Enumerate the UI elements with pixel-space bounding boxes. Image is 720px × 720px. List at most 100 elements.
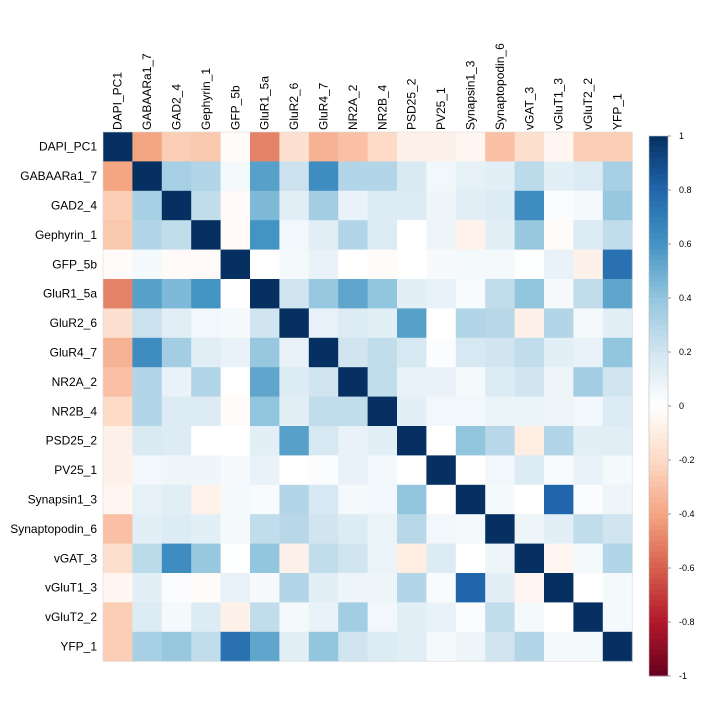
heatmap-cell [455,455,486,486]
heatmap-cell [455,631,486,662]
heatmap-cell [103,337,133,368]
heatmap-cell [220,308,251,339]
heatmap-cell [514,279,545,309]
heatmap-cell [308,573,339,603]
column-label: PSD25_2 [405,78,419,130]
heatmap-cell [455,602,486,633]
heatmap-cell [161,543,192,574]
heatmap-cell [397,484,427,515]
heatmap-cell [279,514,310,545]
heatmap-cell [485,220,516,251]
heatmap-cell [514,132,545,162]
heatmap-cell [367,602,398,633]
heatmap-cell [397,543,427,574]
colorbar-segment [649,352,668,358]
heatmap-cell [103,279,133,309]
heatmap-cell [191,543,222,574]
heatmap-cell [279,337,310,368]
colorbar-tick-label: -0.8 [679,617,695,627]
heatmap-cell [220,426,251,456]
heatmap-cell [132,426,163,456]
heatmap-cell [220,631,251,662]
colorbar-tick-label: 0.8 [679,185,692,195]
heatmap-cell [132,396,163,427]
colorbar-segment [649,654,668,661]
colorbar-segment [649,152,668,158]
heatmap-cell [573,514,604,545]
heatmap-cell [220,161,251,192]
heatmap-cell [573,279,604,309]
heatmap-cell [103,631,133,662]
heatmap-cell [367,308,398,339]
colorbar-segment [649,184,668,191]
colorbar-segment [649,589,668,596]
heatmap-cell [544,543,574,574]
heatmap-cell [602,132,633,162]
heatmap-cells [102,131,633,662]
heatmap-cell [279,308,310,339]
heatmap-cell [573,396,604,427]
colorbar-segment [649,195,668,202]
heatmap-cell [132,249,163,280]
column-label: Synapsin1_3 [464,60,478,130]
colorbar-segment [649,400,668,407]
row-label: GluR1_5a [43,287,97,301]
colorbar-segment [649,557,668,563]
heatmap-cell [308,190,339,221]
heatmap-cell [338,396,369,427]
heatmap-cell [514,631,545,662]
heatmap-cell [573,484,604,515]
heatmap-cell [220,249,251,280]
colorbar-segment [649,211,668,218]
heatmap-cell [455,426,486,456]
heatmap-cell [367,337,398,368]
heatmap-cell [338,308,369,339]
colorbar-segment [649,433,668,439]
heatmap-cell [426,631,457,662]
column-label: GABAARa1_7 [140,53,154,130]
heatmap-cell [514,573,545,603]
heatmap-cell [338,220,369,251]
colorbar-segment [649,411,668,418]
heatmap-cell [426,190,457,221]
heatmap-cell [338,573,369,603]
heatmap-cell [367,220,398,251]
colorbar-segment [649,389,668,396]
heatmap-cell [573,337,604,368]
heatmap-cell [250,337,280,368]
heatmap-cell [250,190,280,221]
colorbar-segment [649,233,668,239]
heatmap-cell [573,220,604,251]
colorbar-segment [649,222,668,229]
heatmap-cell [191,396,222,427]
colorbar-segment [649,173,668,180]
colorbar-segment [649,530,668,536]
heatmap-cell [367,161,398,192]
heatmap-cell [602,279,633,309]
heatmap-cell [367,190,398,221]
heatmap-cell [191,602,222,633]
colorbar-tick-label: -0.6 [679,563,695,573]
heatmap-cell [485,602,516,633]
colorbar-segment [649,179,668,185]
heatmap-cell [308,426,339,456]
heatmap-cell [161,602,192,633]
colorbar-segment [649,308,668,315]
heatmap-cell [544,279,574,309]
colorbar-segment [649,438,668,445]
heatmap-cell [544,220,574,251]
heatmap-cell [426,161,457,192]
heatmap-cell [250,543,280,574]
heatmap-cell [514,602,545,633]
heatmap-cell [573,249,604,280]
heatmap-cell [573,308,604,339]
heatmap-cell [161,220,192,251]
heatmap-cell [161,308,192,339]
heatmap-cell [544,367,574,398]
heatmap-cell [397,396,427,427]
heatmap-cell [308,396,339,427]
heatmap-cell [367,249,398,280]
heatmap-cell [220,484,251,515]
colorbar-tick-label: 0.2 [679,347,692,357]
row-label: NR2A_2 [52,375,98,389]
